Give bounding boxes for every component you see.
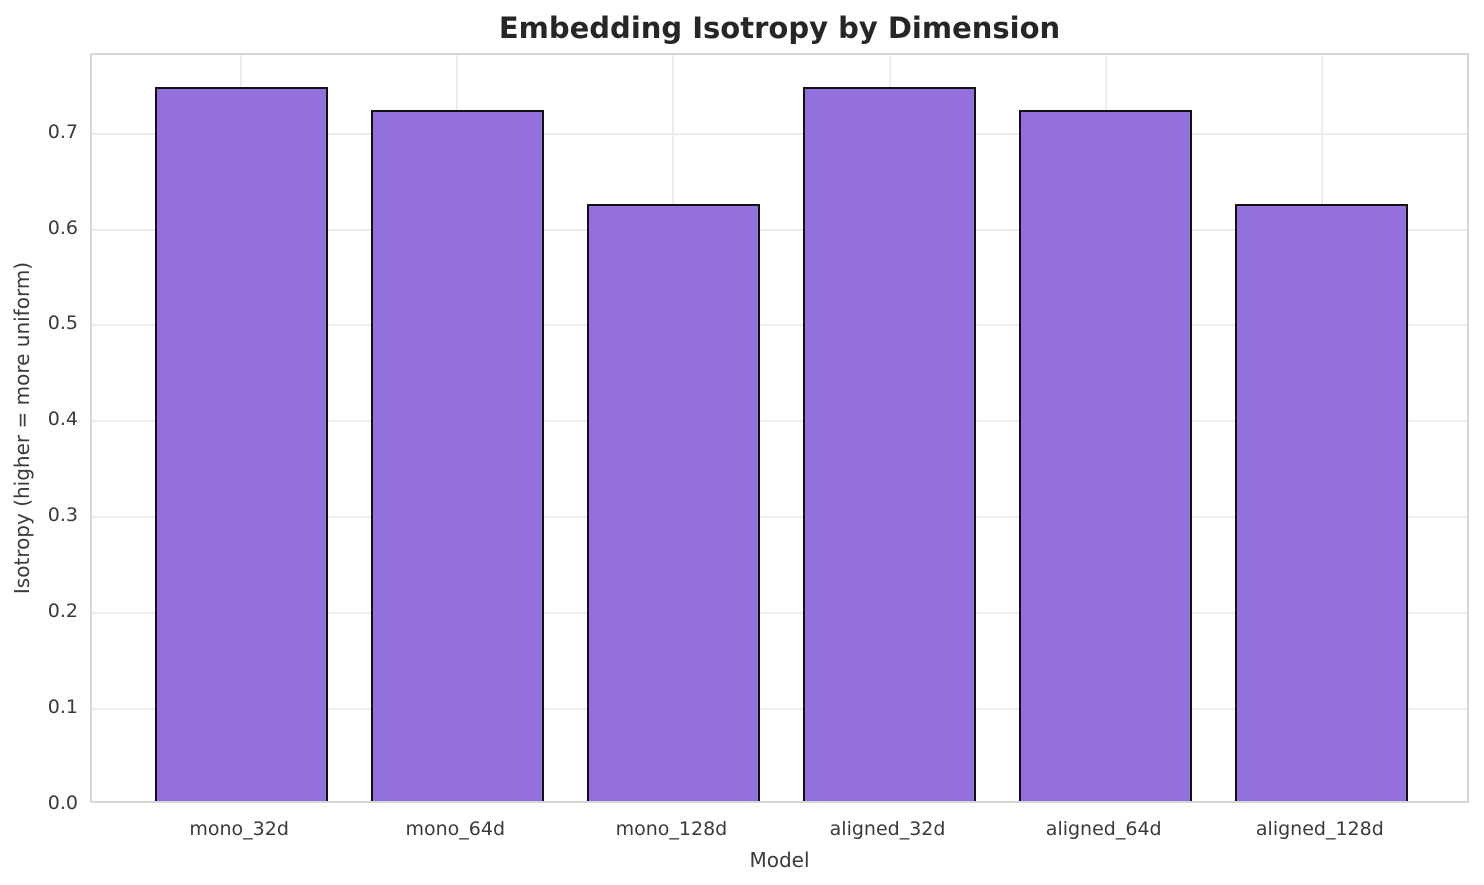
xtick-label-aligned_128d: aligned_128d bbox=[1255, 818, 1384, 840]
xtick-label-mono_128d: mono_128d bbox=[615, 818, 728, 840]
gridline-y-0.3 bbox=[92, 516, 1467, 519]
bar-aligned_128d bbox=[1235, 203, 1409, 801]
xtick-label-mono_32d: mono_32d bbox=[189, 818, 289, 840]
ytick-label-0.3: 0.3 bbox=[47, 504, 78, 527]
ytick-label-0.7: 0.7 bbox=[47, 120, 78, 143]
y-axis-label: Isotropy (higher = more uniform) bbox=[10, 261, 34, 595]
gridline-y-0.7 bbox=[92, 132, 1467, 135]
gridline-y-0.4 bbox=[92, 420, 1467, 423]
x-axis-label: Model bbox=[749, 848, 810, 872]
xtick-label-aligned_32d: aligned_32d bbox=[829, 818, 946, 840]
bar-aligned_32d bbox=[803, 86, 977, 801]
ytick-label-0.4: 0.4 bbox=[47, 408, 78, 431]
ytick-label-0.5: 0.5 bbox=[47, 312, 78, 335]
bar-aligned_64d bbox=[1019, 110, 1193, 801]
gridline-y-0.2 bbox=[92, 612, 1467, 615]
bar-mono_64d bbox=[370, 110, 544, 801]
bar-mono_32d bbox=[154, 86, 328, 801]
gridline-y-0.5 bbox=[92, 324, 1467, 327]
ytick-label-0.1: 0.1 bbox=[47, 696, 78, 719]
bar-mono_128d bbox=[586, 203, 760, 801]
gridline-y-0.1 bbox=[92, 708, 1467, 711]
ytick-label-0.6: 0.6 bbox=[47, 216, 78, 239]
gridline-y-0.6 bbox=[92, 228, 1467, 231]
xtick-label-aligned_64d: aligned_64d bbox=[1045, 818, 1162, 840]
ytick-label-0.2: 0.2 bbox=[47, 600, 78, 623]
xtick-label-mono_64d: mono_64d bbox=[405, 818, 506, 840]
chart-title: Embedding Isotropy by Dimension bbox=[498, 11, 1061, 45]
ytick-label-0.0: 0.0 bbox=[47, 792, 78, 814]
plot-area bbox=[90, 53, 1469, 803]
